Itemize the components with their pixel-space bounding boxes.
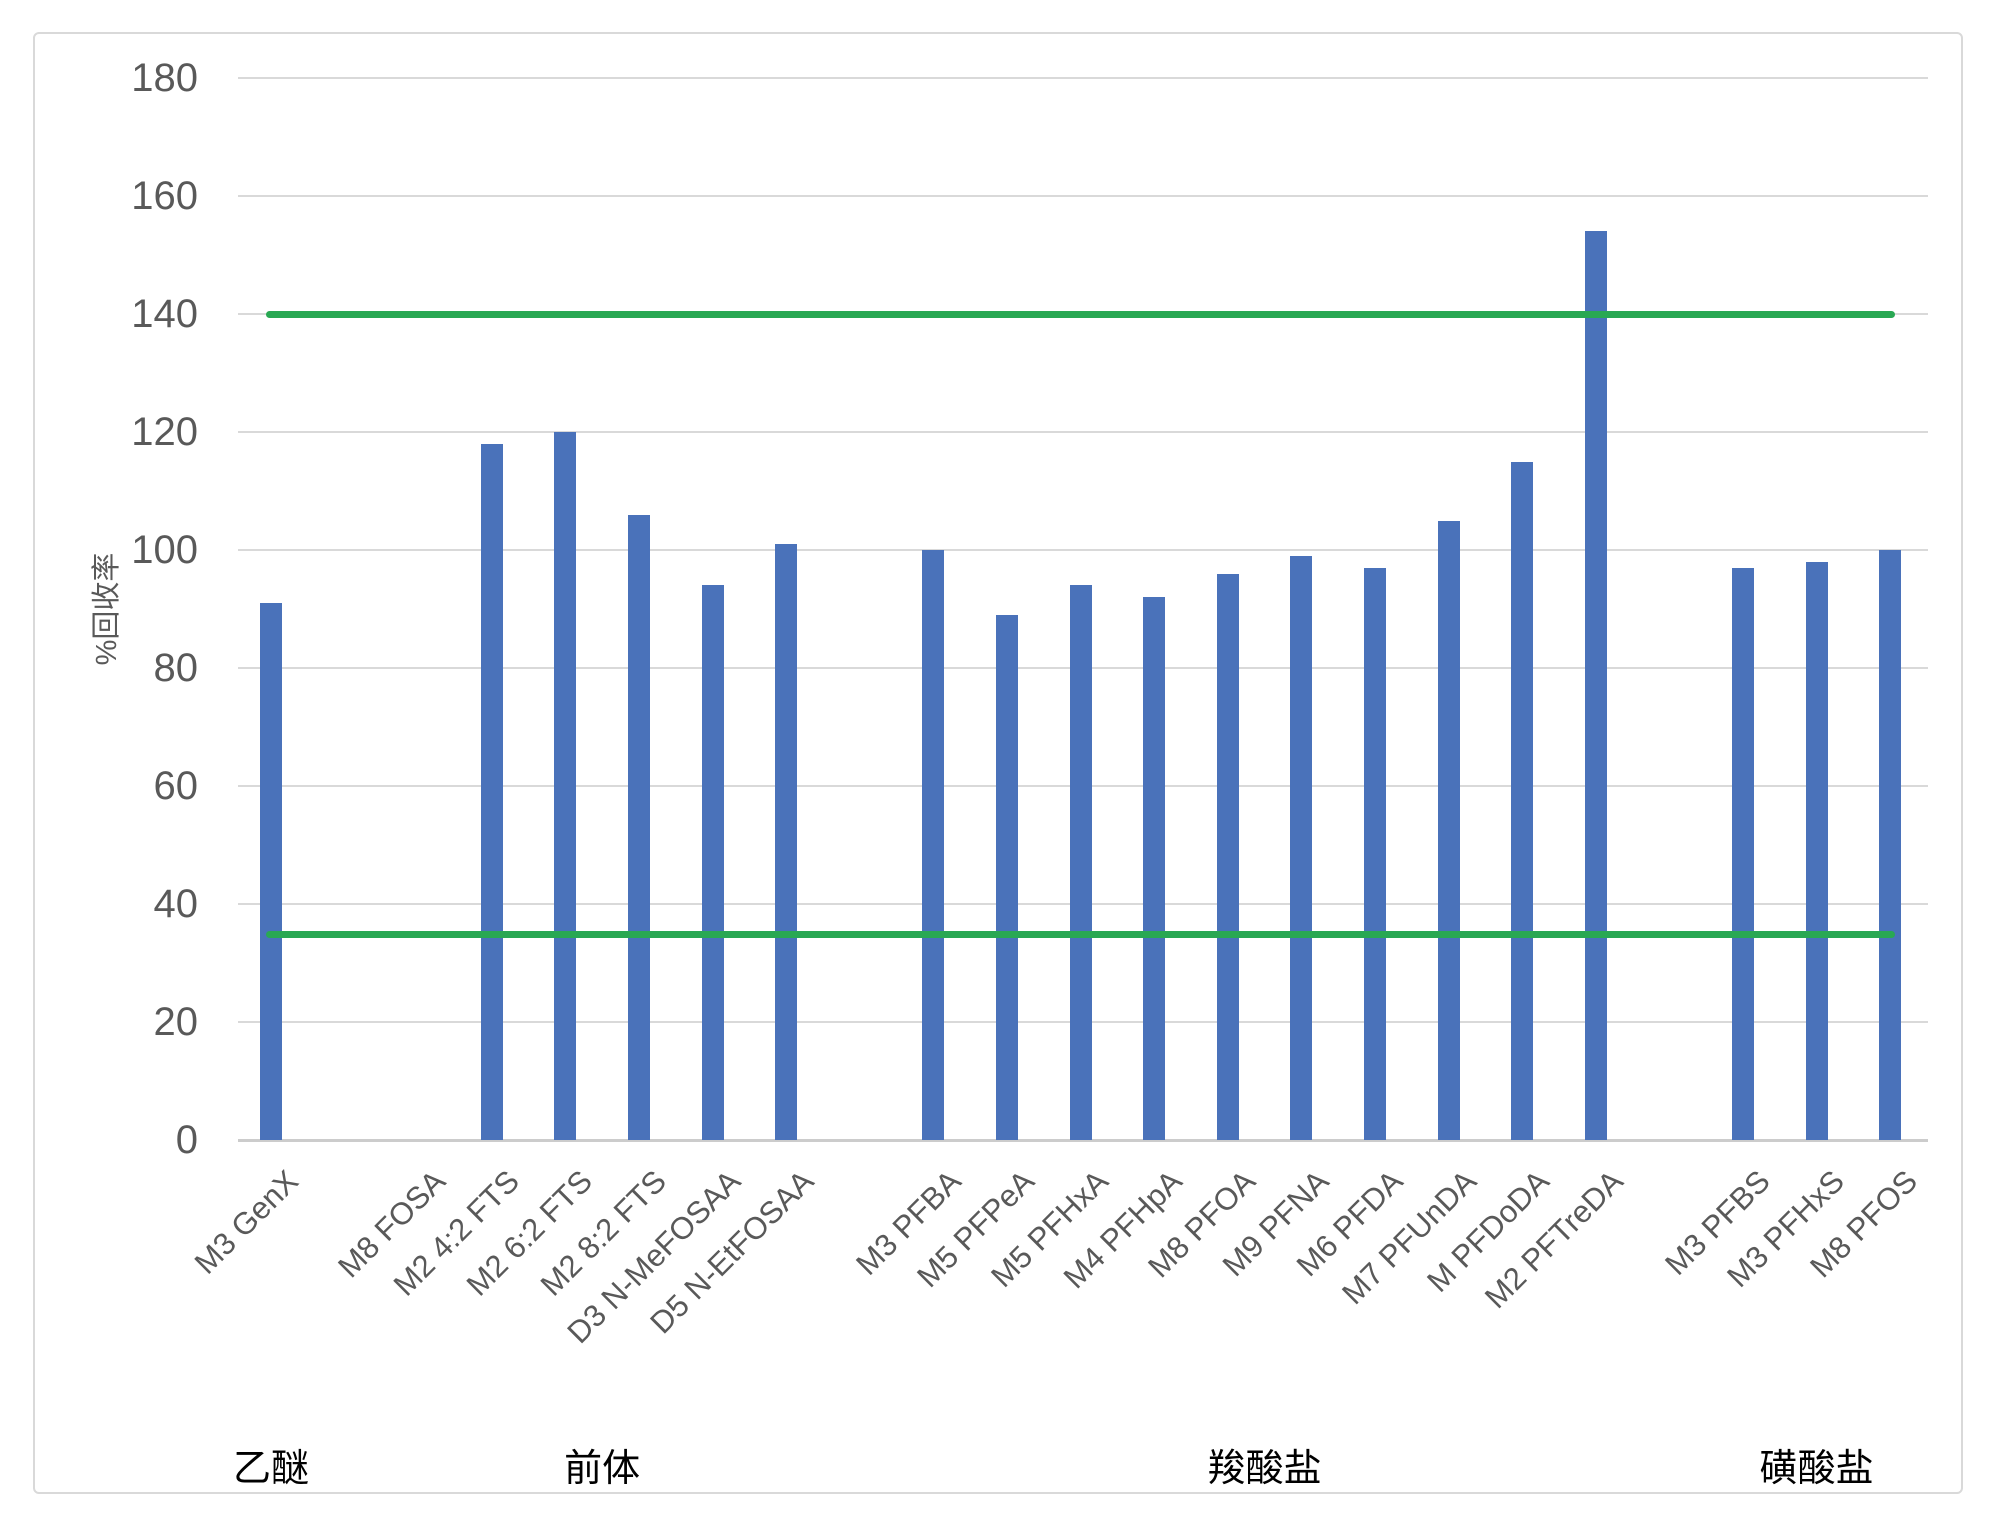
bar-m2-8-2-fts [628, 514, 650, 1140]
y-tick-label-20: 20 [153, 1000, 199, 1044]
bar-d5-n-etfosaa [775, 544, 798, 1140]
y-tick-label-0: 0 [175, 1118, 198, 1162]
bar-d3-n-mefosaa [701, 585, 724, 1140]
y-tick-label-60: 60 [153, 764, 199, 808]
group-label-羧酸盐: 羧酸盐 [1207, 1448, 1322, 1490]
bar-m4-pfhpa [1143, 597, 1166, 1140]
y-tick-label-140: 140 [131, 292, 198, 336]
y-tick-label-180: 180 [131, 56, 198, 100]
bar-m7-pfunda [1437, 520, 1460, 1140]
bar-m2-4-2-fts [480, 443, 503, 1140]
bar-m8-pfoa [1216, 573, 1239, 1140]
bar-m3-pfhxs [1805, 561, 1828, 1140]
lower-recovery-limit-line [266, 930, 1896, 938]
gridline-100 [238, 549, 1928, 551]
group-label-磺酸盐: 磺酸盐 [1759, 1448, 1874, 1490]
y-tick-label-80: 80 [153, 646, 199, 690]
bar-m5-pfpea [996, 614, 1018, 1140]
group-label-乙醚: 乙醚 [232, 1448, 309, 1490]
x-axis-line [238, 1139, 1928, 1142]
upper-recovery-limit-line [266, 311, 1896, 318]
bar-m3-pfbs [1732, 567, 1754, 1140]
bar-m6-pfda [1364, 567, 1386, 1140]
bar-m9-pfna [1290, 555, 1313, 1140]
y-tick-label-40: 40 [153, 882, 199, 926]
y-tick-label-120: 120 [131, 410, 198, 454]
bar-m2-6-2-fts [554, 432, 577, 1140]
bar-m3-pfba [922, 550, 945, 1140]
bar-m5-pfhxa [1069, 585, 1092, 1140]
bar-m2-pftreda [1584, 231, 1607, 1140]
y-tick-label-160: 160 [131, 174, 198, 218]
bar-m-pfdoda [1511, 461, 1534, 1140]
bar-m3-genx [260, 603, 282, 1140]
gridline-120 [238, 431, 1928, 433]
bar-m8-pfos [1879, 550, 1902, 1140]
gridline-180 [238, 77, 1928, 79]
gridline-160 [238, 195, 1928, 197]
group-label-前体: 前体 [564, 1448, 641, 1490]
y-tick-label-100: 100 [131, 528, 198, 572]
